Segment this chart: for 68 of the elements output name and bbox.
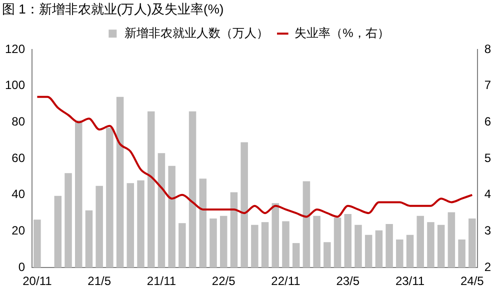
bar [344, 214, 352, 268]
bar [302, 181, 310, 268]
x-tick-label: 22/11 [271, 274, 301, 288]
bar [116, 96, 124, 268]
bar [468, 218, 476, 268]
bar [272, 203, 280, 268]
bar [54, 196, 62, 268]
bar [261, 222, 269, 268]
y-tick-label: 40 [12, 187, 26, 202]
y2-tick-label: 6 [484, 114, 492, 129]
bar [458, 239, 466, 268]
x-tick-label: 23/11 [395, 274, 425, 288]
y2-tick-label: 3 [484, 224, 492, 238]
y-tick-label: 120 [4, 42, 26, 56]
bar [210, 218, 217, 268]
bar [292, 243, 300, 268]
bar [437, 224, 445, 268]
y-tick-label: 100 [4, 78, 26, 92]
bar [448, 212, 456, 268]
bar [64, 173, 72, 268]
x-tick-label: 21/5 [88, 274, 112, 288]
bar [178, 223, 186, 268]
bar [354, 224, 362, 268]
bar [364, 234, 372, 268]
bar [96, 186, 103, 268]
x-tick-label: 22/5 [212, 274, 236, 288]
bar [147, 111, 155, 268]
bar [324, 242, 331, 268]
bar [168, 166, 176, 268]
y2-tick-label: 5 [484, 150, 492, 165]
bar [75, 120, 82, 268]
y-tick-label: 80 [12, 114, 26, 129]
x-tick-label: 24/5 [460, 274, 484, 288]
bar [427, 222, 434, 268]
legend-label: 失业率（%，右） [294, 26, 390, 40]
bar [34, 220, 41, 268]
y2-tick-label: 7 [484, 78, 492, 92]
bar [416, 216, 424, 268]
bar [375, 230, 383, 268]
chart-title: 图 1：新增非农就业(万人)及失业率(%) [2, 1, 224, 16]
bar [406, 234, 414, 268]
bar [386, 224, 393, 268]
y-tick-label: 0 [18, 260, 26, 274]
bar [188, 111, 196, 268]
bar [313, 216, 320, 268]
bar [282, 221, 290, 268]
x-tick-label: 21/11 [146, 274, 176, 288]
bar [199, 178, 207, 268]
bar [396, 239, 404, 268]
y-tick-label: 60 [12, 150, 26, 165]
bar [85, 210, 93, 268]
bar [251, 224, 258, 268]
bar [220, 216, 228, 268]
y2-tick-label: 4 [484, 187, 492, 202]
y2-tick-label: 2 [484, 260, 492, 274]
bar [137, 180, 144, 268]
bar [334, 218, 342, 268]
bar [106, 128, 114, 268]
bar [240, 142, 248, 268]
y2-tick-label: 8 [484, 42, 492, 56]
bar [230, 192, 238, 268]
legend-label: 新增非农就业人数（万人） [124, 26, 269, 40]
bar [158, 153, 166, 268]
bar [126, 183, 134, 268]
y-tick-label: 20 [12, 224, 26, 238]
line-series [36, 96, 474, 218]
x-tick-label: 20/11 [22, 274, 52, 288]
x-tick-label: 23/5 [336, 274, 360, 288]
